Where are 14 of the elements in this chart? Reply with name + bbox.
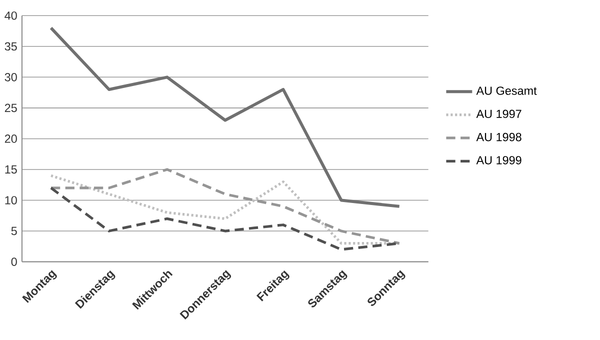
y-tick-label: 20: [4, 134, 17, 143]
legend-label: AU 1997: [476, 110, 522, 118]
legend-label: AU Gesamt: [476, 86, 537, 95]
y-tick-label: 5: [11, 226, 17, 236]
line-series: [50, 26, 401, 208]
y-tick-label: 15: [5, 165, 17, 174]
legend-label: AU 1999: [476, 156, 522, 164]
legend-label: AU 1998: [476, 132, 522, 142]
y-tick-label: 35: [4, 42, 17, 51]
y-tick-label: 40: [4, 12, 17, 20]
y-tick-label: 10: [5, 196, 17, 204]
y-tick-label: 25: [4, 104, 17, 112]
y-tick-label: 30: [4, 73, 17, 82]
y-tick-label: 0: [11, 258, 17, 266]
